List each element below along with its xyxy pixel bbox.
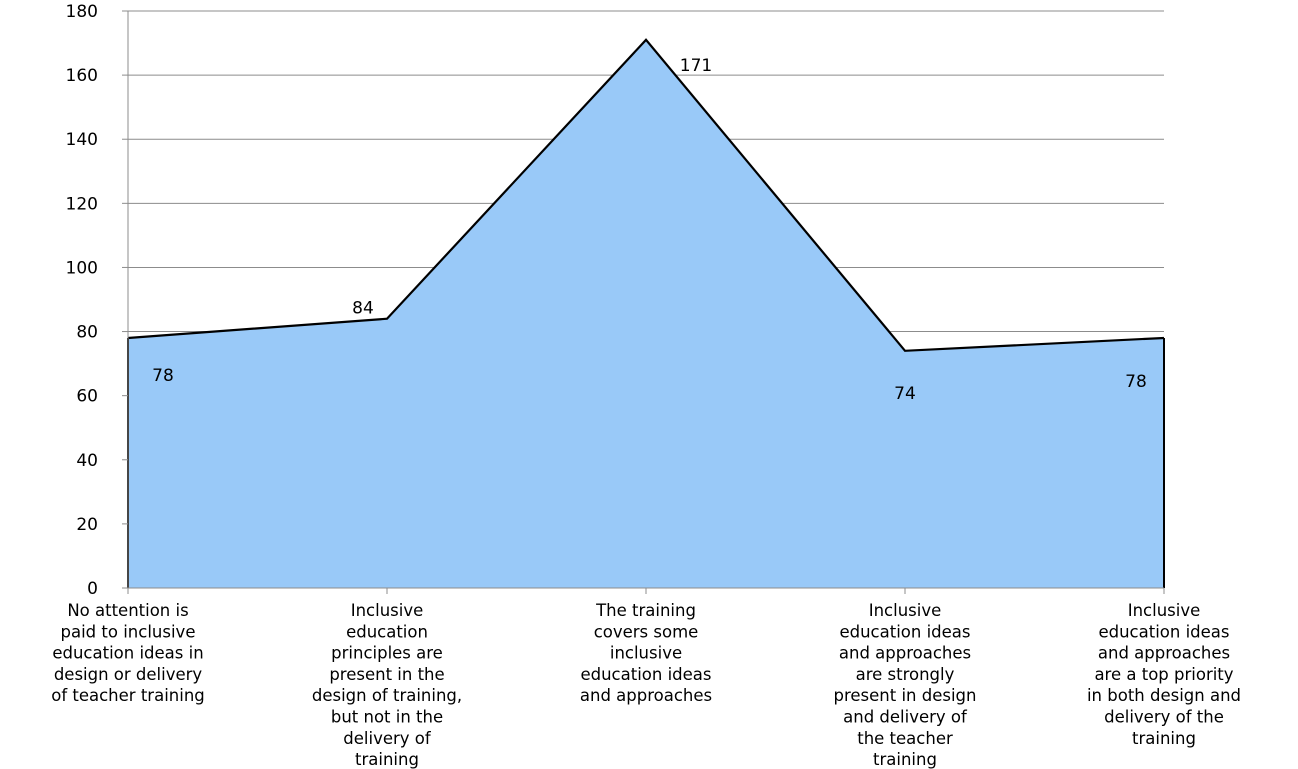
category-label-4-line-5: delivery of the: [1104, 708, 1224, 727]
category-label-2-line-3: education ideas: [580, 665, 711, 684]
category-label-4-line-0: Inclusive: [1128, 601, 1201, 620]
y-tick-label-140: 140: [66, 130, 98, 150]
category-label-2-line-2: inclusive: [610, 644, 682, 663]
category-label-1-line-3: present in the: [329, 665, 444, 684]
category-label-0-line-3: design or delivery: [54, 665, 203, 684]
category-label-1-line-4: design of training,: [312, 686, 462, 705]
data-label-4: 78: [1125, 372, 1147, 392]
y-axis-ticks: 0 20 40 60 80 100 120 140 160 180: [66, 2, 128, 599]
category-label-1-line-6: delivery of: [343, 729, 432, 748]
y-tick-label-60: 60: [76, 387, 98, 407]
axes: [122, 11, 1165, 594]
category-label-0-line-2: education ideas in: [52, 644, 203, 663]
category-label-0-line-4: of teacher training: [51, 686, 205, 705]
y-tick-label-40: 40: [76, 451, 98, 471]
category-label-1: Inclusive education principles are present …: [312, 601, 462, 769]
data-labels: 78 84 171 74 78: [152, 56, 1147, 404]
y-tick-label-120: 120: [66, 194, 98, 214]
x-axis-categories: No attention is paid to inclusive educatio…: [51, 601, 1241, 769]
category-label-3-line-6: the teacher: [857, 729, 953, 748]
category-label-2-line-0: The training: [595, 601, 696, 620]
category-label-3-line-2: and approaches: [839, 644, 971, 663]
category-label-0: No attention is paid to inclusive educatio…: [51, 601, 205, 705]
data-label-0: 78: [152, 366, 174, 386]
category-label-2: The training covers some inclusive educatio…: [580, 601, 712, 705]
data-label-3: 74: [894, 384, 916, 404]
category-label-3-line-3: are strongly: [856, 665, 955, 684]
category-label-3-line-7: training: [873, 750, 937, 769]
y-tick-label-0: 0: [87, 579, 98, 599]
category-label-4: Inclusive education ideas and approaches ar…: [1087, 601, 1241, 748]
category-label-2-line-4: and approaches: [580, 686, 712, 705]
category-label-2-line-1: covers some: [594, 622, 699, 641]
category-label-0-line-0: No attention is: [67, 601, 188, 620]
y-tick-label-20: 20: [76, 515, 98, 535]
category-label-4-line-3: are a top priority: [1094, 665, 1233, 684]
data-label-1: 84: [352, 299, 374, 319]
category-label-4-line-6: training: [1132, 729, 1196, 748]
category-label-4-line-1: education ideas: [1098, 622, 1229, 641]
data-label-2: 171: [680, 56, 712, 76]
category-label-3-line-1: education ideas: [839, 622, 970, 641]
series-area: [127, 38, 1165, 589]
category-label-4-line-2: and approaches: [1098, 644, 1230, 663]
y-tick-label-80: 80: [76, 323, 98, 343]
area-fill: [128, 39, 1164, 589]
y-tick-label-100: 100: [66, 258, 98, 278]
category-label-1-line-7: training: [355, 750, 419, 769]
category-label-3-line-0: Inclusive: [869, 601, 942, 620]
category-label-1-line-0: Inclusive: [351, 601, 424, 620]
category-label-3-line-4: present in design: [834, 686, 977, 705]
category-label-1-line-1: education: [346, 622, 428, 641]
y-tick-label-160: 160: [66, 66, 98, 86]
category-label-4-line-4: in both design and: [1087, 686, 1241, 705]
category-label-3-line-5: and delivery of: [843, 708, 968, 727]
category-label-0-line-1: paid to inclusive: [61, 622, 196, 641]
category-label-3: Inclusive education ideas and approaches ar…: [834, 601, 977, 769]
y-tick-label-180: 180: [66, 2, 98, 22]
category-label-1-line-2: principles are: [331, 644, 443, 663]
category-label-1-line-5: but not in the: [331, 708, 443, 727]
series-line: [127, 38, 1165, 352]
